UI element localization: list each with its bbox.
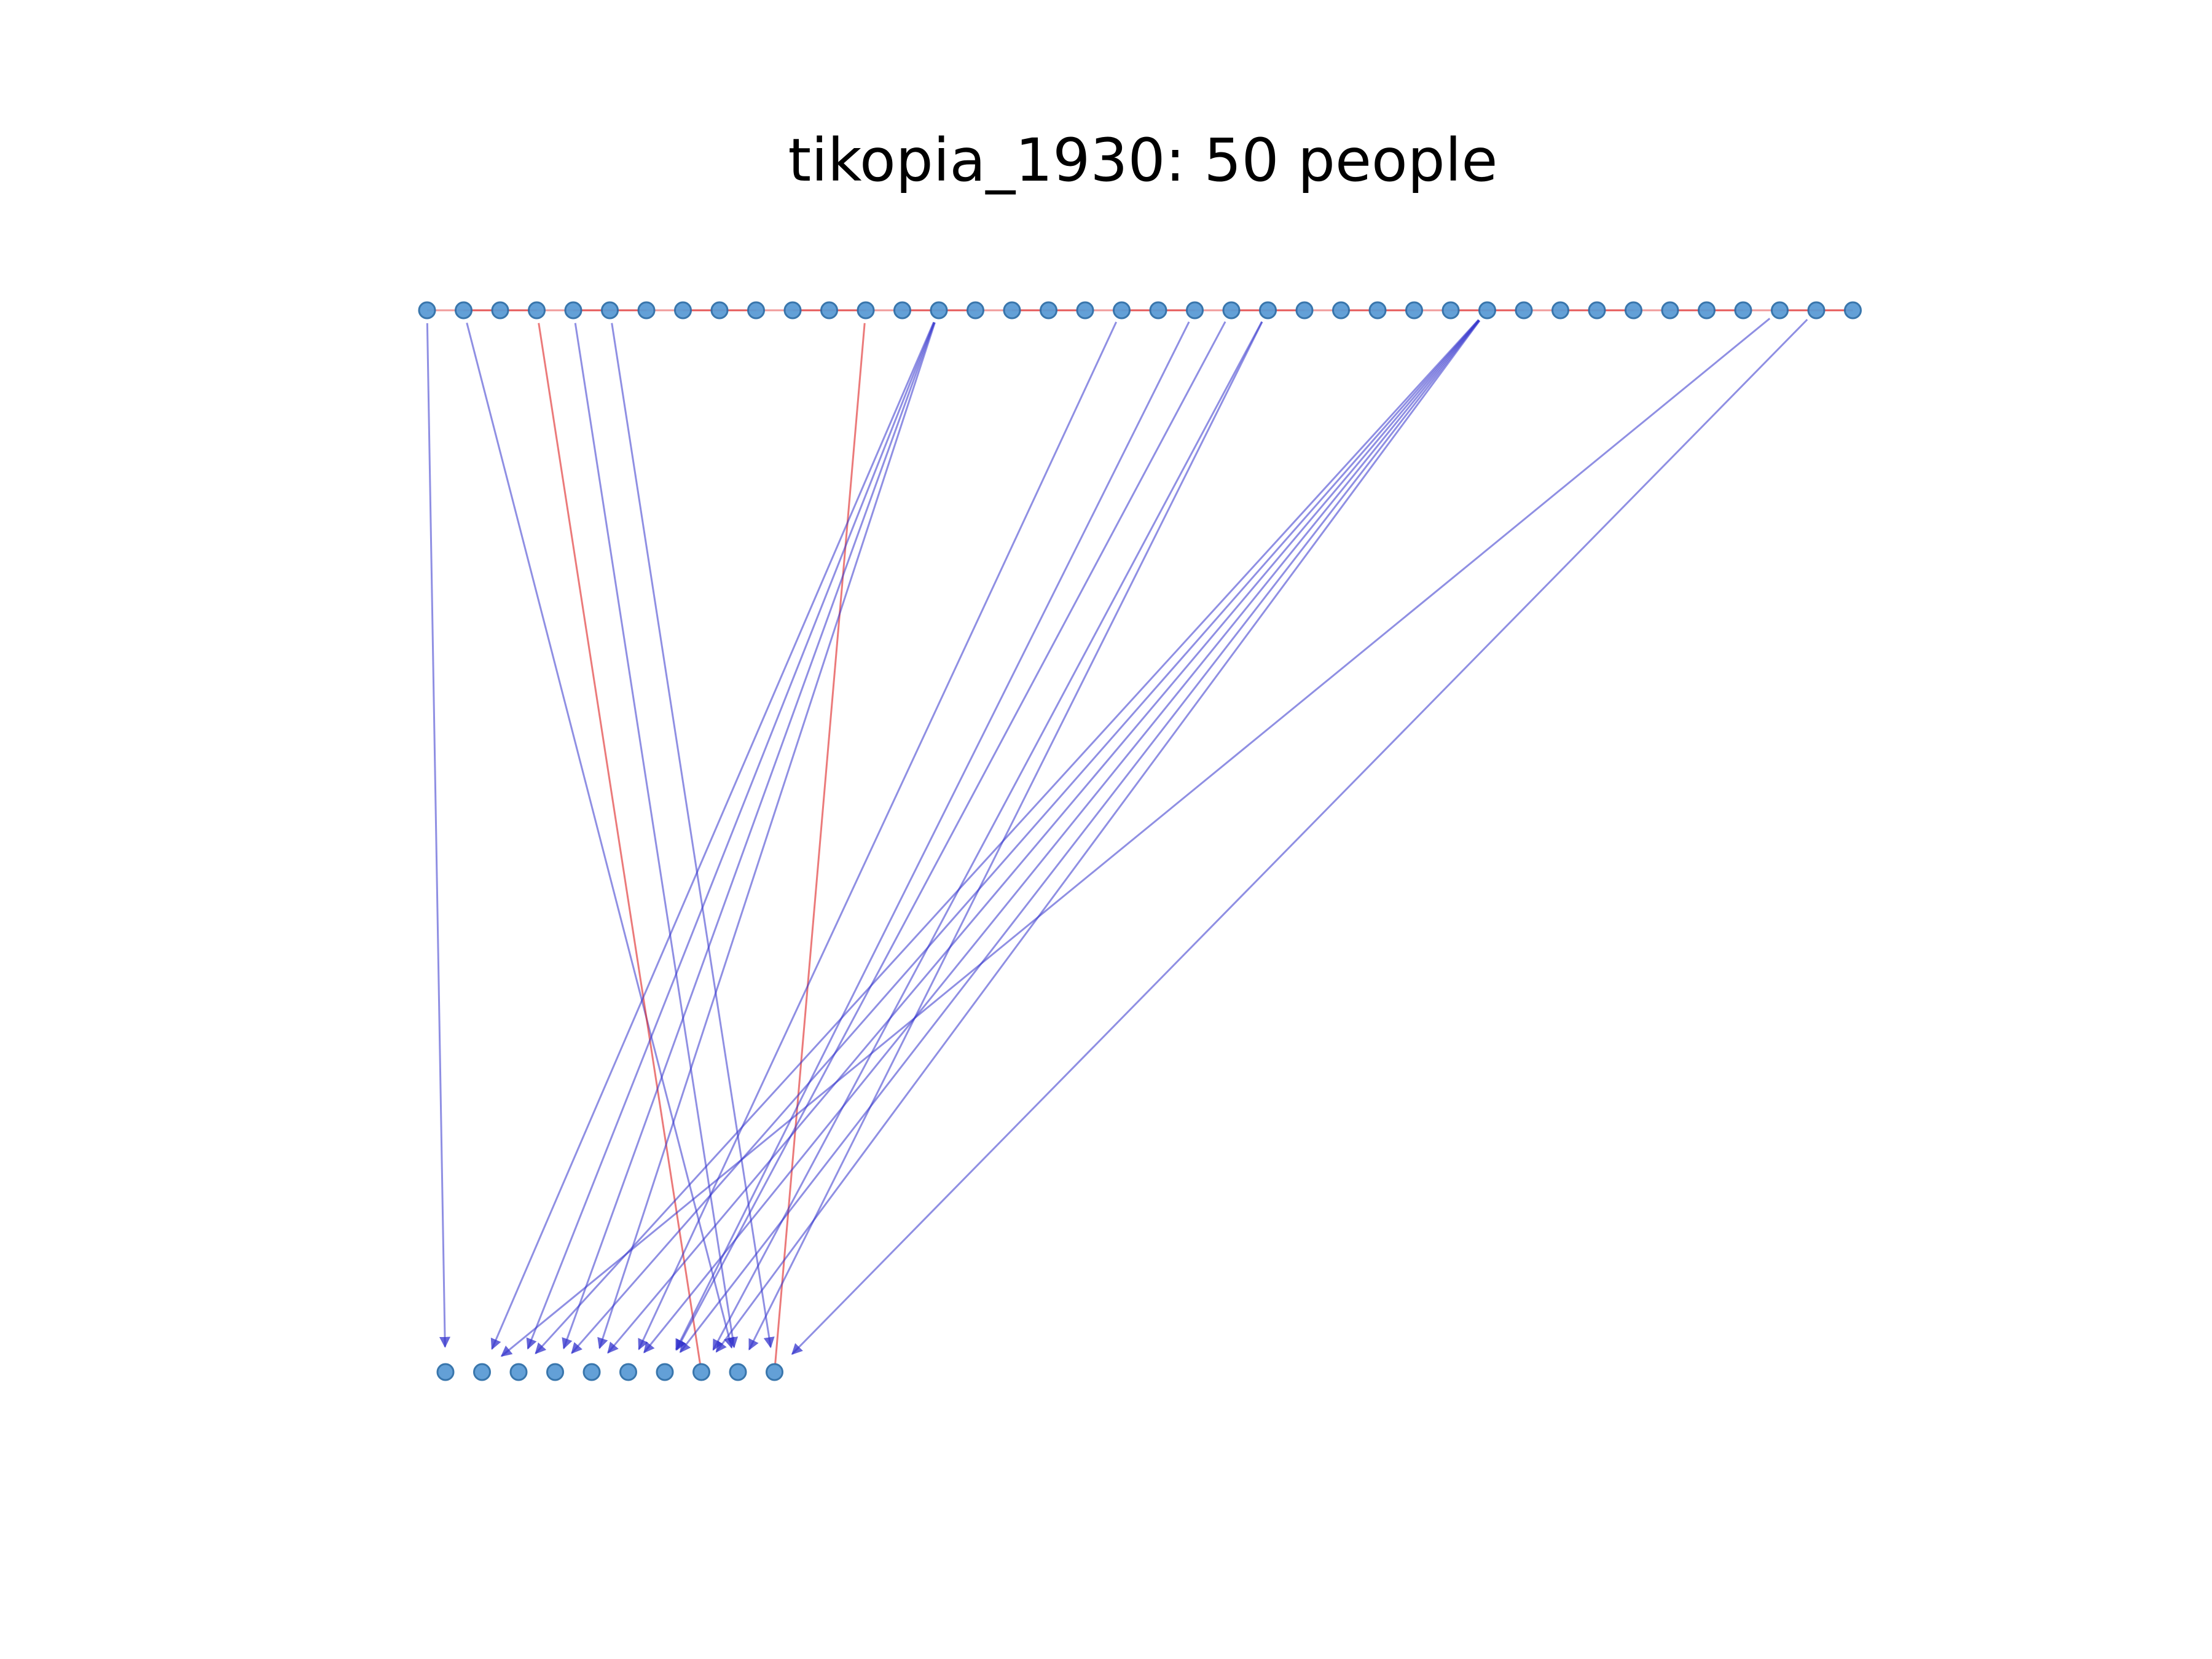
person-node-upper [857, 301, 875, 320]
person-node-upper [1807, 301, 1826, 320]
person-node-upper [1625, 301, 1642, 320]
parent-child-edge [571, 319, 1480, 1354]
spouse-edge [538, 323, 701, 1365]
person-node-lower [473, 1363, 491, 1381]
person-node-upper [1441, 301, 1460, 320]
person-node-lower [766, 1363, 783, 1381]
person-node-lower [546, 1363, 564, 1381]
person-node-upper [1661, 301, 1679, 320]
spouse-edge [774, 323, 866, 1365]
parent-child-edge [679, 320, 1480, 1354]
person-node-upper [1222, 301, 1241, 320]
person-nodes [418, 301, 1862, 1381]
person-node-upper [1844, 301, 1862, 320]
person-node-lower [729, 1363, 747, 1381]
person-node-upper [1332, 301, 1350, 320]
parent-child-edge [426, 323, 451, 1348]
parent-child-edge [611, 323, 775, 1349]
person-node-upper [783, 301, 802, 320]
parent-child-edge [607, 320, 1480, 1354]
person-node-upper [1405, 301, 1423, 320]
person-node-upper [1295, 301, 1314, 320]
person-node-upper [1368, 301, 1387, 320]
graph-title: tikopia_1930: 50 people [788, 126, 1498, 195]
person-node-upper [1551, 301, 1569, 320]
parent-child-edge [500, 318, 1771, 1357]
parent-child-edge [748, 321, 1263, 1351]
family-edges [426, 318, 1808, 1365]
parent-child-edge [466, 322, 735, 1349]
person-node-upper [528, 301, 546, 320]
person-node-lower [582, 1363, 601, 1381]
person-node-upper [455, 301, 473, 320]
person-node-lower [692, 1363, 710, 1381]
person-node-upper [1076, 301, 1094, 320]
parent-child-edge [643, 320, 1480, 1354]
person-node-upper [1003, 301, 1021, 320]
person-node-upper [1149, 301, 1167, 320]
parent-child-edge [526, 321, 935, 1350]
person-node-upper [710, 301, 729, 320]
person-node-upper [1734, 301, 1752, 320]
person-node-upper [491, 301, 509, 320]
parent-child-edge [715, 320, 1481, 1353]
person-node-upper [1186, 301, 1204, 320]
parent-child-edge [574, 323, 739, 1349]
person-node-upper [1515, 301, 1533, 320]
person-node-upper [1478, 301, 1496, 320]
person-node-upper [1259, 301, 1277, 320]
person-node-upper [1771, 301, 1789, 320]
parent-child-edge [562, 322, 936, 1350]
parent-child-edge [535, 319, 1480, 1355]
person-node-upper [1040, 301, 1057, 320]
person-node-upper [747, 301, 765, 320]
parent-child-edge [597, 322, 936, 1349]
parent-child-edge [675, 321, 1226, 1351]
parent-child-edge [490, 321, 935, 1350]
person-node-upper [967, 301, 984, 320]
person-node-upper [601, 301, 619, 320]
parent-child-edge [791, 318, 1808, 1355]
person-node-lower [436, 1363, 455, 1381]
person-node-upper [893, 301, 911, 320]
person-node-upper [564, 301, 582, 320]
person-node-upper [418, 301, 436, 320]
person-node-upper [930, 301, 948, 320]
person-node-lower [656, 1363, 674, 1381]
person-node-upper [1588, 301, 1606, 320]
person-node-lower [509, 1363, 528, 1381]
person-node-lower [619, 1363, 637, 1381]
parent-child-edge [675, 321, 1190, 1351]
person-node-upper [637, 301, 656, 320]
person-node-upper [820, 301, 838, 320]
person-node-upper [674, 301, 692, 320]
person-node-upper [1113, 301, 1131, 320]
person-node-upper [1698, 301, 1716, 320]
parent-child-edge [712, 321, 1263, 1351]
